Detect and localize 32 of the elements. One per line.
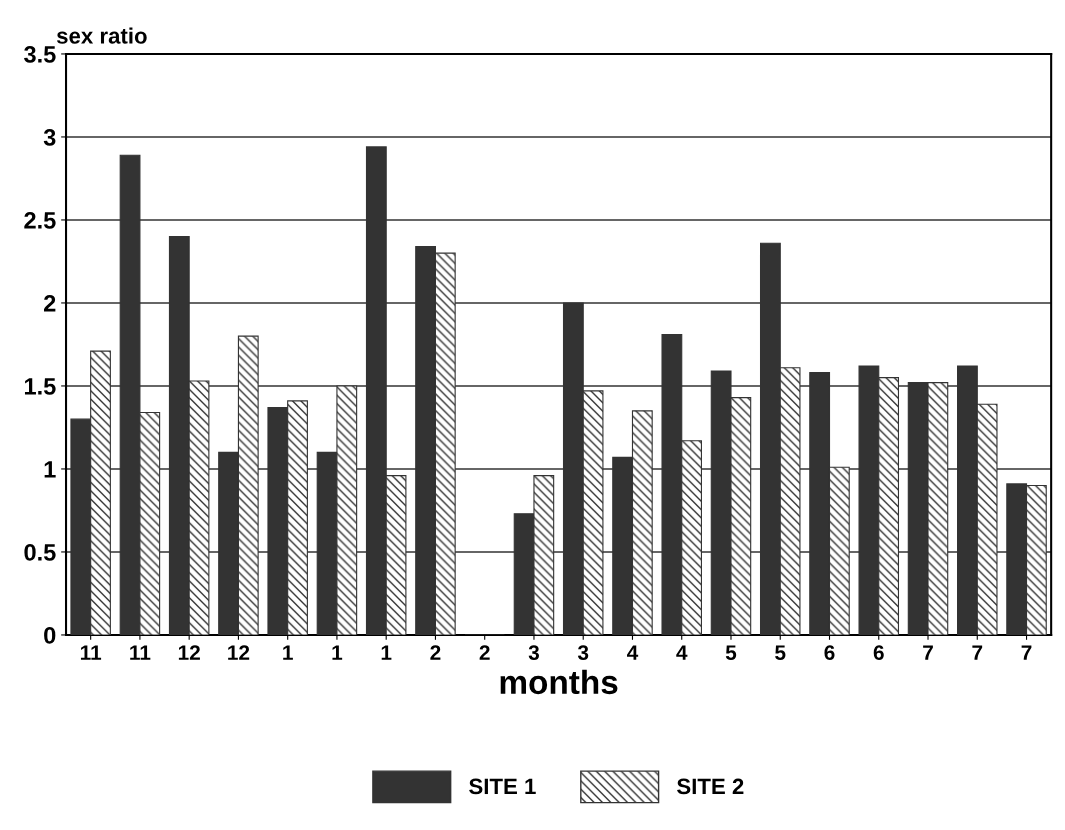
y-tick-label: 3.5 <box>24 46 56 63</box>
x-tick-label: 7 <box>923 645 933 660</box>
y-tick-label: 0 <box>44 627 56 644</box>
x-tick-label: 6 <box>873 645 884 660</box>
x-tick-label: 3 <box>577 645 589 660</box>
y-tick-label: 2 <box>44 295 56 312</box>
x-tick-label: 12 <box>178 645 200 660</box>
x-tick-label: 6 <box>824 645 835 660</box>
x-tick-label: 1 <box>332 645 343 660</box>
x-tick-label: 7 <box>1021 645 1032 660</box>
x-tick-label: 11 <box>80 645 102 660</box>
x-tick-label: 7 <box>972 645 983 660</box>
x-tick-label: 4 <box>676 645 688 660</box>
y-tick-label: 1.5 <box>24 378 56 395</box>
x-tick-label: 3 <box>528 645 540 660</box>
x-tick-label: 5 <box>775 645 786 660</box>
legend-label: SITE 2 <box>677 778 744 795</box>
x-tick-label: 1 <box>283 645 293 660</box>
x-tick-label: 12 <box>228 645 250 660</box>
y-tick-label: 2.5 <box>24 212 56 229</box>
y-tick-label: 0.5 <box>24 544 56 561</box>
y-axis-title: sex ratio <box>56 27 147 44</box>
y-tick-label: 3 <box>43 129 56 146</box>
legend-label: SITE 1 <box>469 778 536 795</box>
x-axis-title: months <box>500 669 618 695</box>
x-tick-label: 2 <box>430 645 441 660</box>
x-tick-label: 5 <box>725 645 737 660</box>
x-tick-label: 4 <box>627 645 639 660</box>
y-tick-label: 1 <box>44 461 56 478</box>
x-tick-label: 1 <box>381 645 392 660</box>
x-tick-label: 2 <box>479 645 490 660</box>
x-tick-label: 11 <box>130 645 151 660</box>
